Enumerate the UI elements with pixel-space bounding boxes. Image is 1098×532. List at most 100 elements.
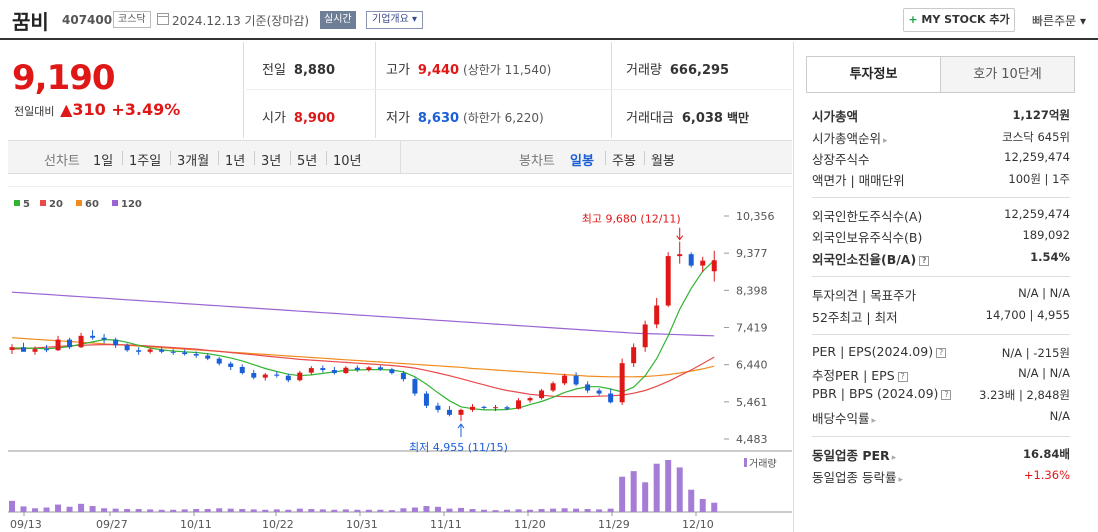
candle-body xyxy=(44,349,50,351)
volume-bar xyxy=(377,509,384,512)
info-row[interactable]: 시가총액순위 ▸ 코스닥 645위 xyxy=(812,128,1070,148)
info-divider xyxy=(812,197,1070,198)
volume-bar xyxy=(446,508,453,512)
volume-bar xyxy=(181,509,188,512)
volume-bar xyxy=(630,471,637,512)
x-tick-label: 11/20 xyxy=(514,518,546,531)
info-divider xyxy=(812,334,1070,335)
company-overview-button[interactable]: 기업개요 ▾ xyxy=(366,11,423,29)
info-divider xyxy=(812,436,1070,437)
x-tick-label: 11/29 xyxy=(598,518,630,531)
candle-body xyxy=(239,366,245,374)
period-1d[interactable]: 1일 xyxy=(93,154,114,169)
candle-daily[interactable]: 일봉 xyxy=(570,154,594,169)
candle-body xyxy=(251,373,257,378)
volume-bar xyxy=(481,509,487,512)
help-icon[interactable]: ? xyxy=(897,372,908,382)
info-key: 시가총액순위 ▸ xyxy=(812,131,888,146)
y-tick-label: 9,377 xyxy=(736,247,768,260)
info-divider xyxy=(812,276,1070,277)
candle-body xyxy=(677,254,683,257)
volume-bar xyxy=(573,508,580,512)
chart-svg: 5 20 60 120 10,356 9,377 8,398 7,419 6,440 5,461 4… xyxy=(8,185,792,531)
volume-bar xyxy=(411,507,418,512)
info-row[interactable]: 동일업종 PER ▸ 16.84배 xyxy=(812,445,1070,465)
info-value: 1.54% xyxy=(1030,250,1070,264)
caret-icon: ▸ xyxy=(883,136,888,146)
candle-body xyxy=(469,406,475,410)
change-percent: +3.49% xyxy=(111,100,181,119)
candle-body xyxy=(665,256,671,306)
trade-amount: 거래대금 6,038 백만 xyxy=(626,111,750,126)
candle-body xyxy=(377,367,383,370)
candle-body xyxy=(400,373,406,380)
period-10y[interactable]: 10년 xyxy=(333,154,362,169)
candle-body xyxy=(354,367,360,371)
info-row: 상장주식수 12,259,474 xyxy=(812,149,1070,169)
info-key: PER | EPS(2024.09)? xyxy=(812,344,947,359)
volume-bar xyxy=(665,460,672,512)
ma-legend-label: 5 xyxy=(23,199,30,210)
help-icon[interactable]: ? xyxy=(919,256,930,266)
info-row: 투자의견 | 목표주가 N/A | N/A xyxy=(812,285,1070,305)
volume-bar xyxy=(584,509,591,512)
ma-legend-swatch xyxy=(112,200,118,206)
candle-body xyxy=(55,339,61,351)
info-key: 액면가 | 매매단위 xyxy=(812,173,905,188)
x-tick-label: 10/11 xyxy=(180,518,212,531)
stock-name: 꿈비 xyxy=(12,10,49,34)
period-3y[interactable]: 3년 xyxy=(261,154,282,169)
candle-body xyxy=(516,400,522,409)
volume-bar xyxy=(515,509,522,512)
volume-bar xyxy=(538,509,545,512)
candle-body xyxy=(193,354,199,356)
candle-monthly[interactable]: 월봉 xyxy=(651,154,675,169)
ma-legend-label: 60 xyxy=(85,199,99,210)
info-value: 14,700 | 4,955 xyxy=(985,308,1070,322)
volume-bar xyxy=(550,508,557,512)
volume-bar xyxy=(285,509,292,512)
info-row[interactable]: 배당수익률 ▸ N/A xyxy=(812,408,1070,428)
tab-invest-info[interactable]: 투자정보 xyxy=(806,56,941,93)
candle-body xyxy=(481,406,487,408)
period-5y[interactable]: 5년 xyxy=(297,154,318,169)
realtime-button[interactable]: 실시간 xyxy=(320,11,356,29)
candle-body xyxy=(596,390,602,394)
period-1w[interactable]: 1주일 xyxy=(129,154,162,169)
candle-body xyxy=(458,409,464,415)
period-1y[interactable]: 1년 xyxy=(225,154,246,169)
candle-body xyxy=(9,347,15,350)
volume-bar xyxy=(388,510,395,512)
volume-bar xyxy=(262,509,269,512)
price-summary: 전일 8,880 고가 9,440 (상한가 11,540) 거래량 666,295 시… xyxy=(246,42,792,138)
volume-bar xyxy=(400,508,407,512)
candle-body xyxy=(159,349,165,352)
tab-orderbook[interactable]: 호가 10단계 xyxy=(940,56,1075,93)
price-chart[interactable]: 5 20 60 120 10,356 9,377 8,398 7,419 6,440 5,461 4… xyxy=(8,185,792,532)
volume-bar xyxy=(642,482,649,512)
y-tick-label: 6,440 xyxy=(736,359,768,372)
candle-body xyxy=(412,379,418,394)
volume-bar xyxy=(55,504,62,512)
candle-body xyxy=(297,372,303,381)
low-annotation: 최저 4,955 (11/15) xyxy=(409,441,508,454)
candle-body xyxy=(113,339,119,346)
add-mystock-button[interactable]: + MY STOCK 추가 xyxy=(903,8,1015,32)
price-change: 전일대비 ▲310 +3.49% xyxy=(14,100,180,119)
volume-bar xyxy=(596,509,603,512)
volume-bar xyxy=(711,502,718,512)
candle-body xyxy=(136,350,142,352)
help-icon[interactable]: ? xyxy=(941,390,952,400)
help-icon[interactable]: ? xyxy=(936,348,947,358)
quick-order-button[interactable]: 빠른주문 ▾ xyxy=(1032,14,1086,28)
candle-body xyxy=(182,352,188,355)
candle-weekly[interactable]: 주봉 xyxy=(612,154,636,169)
candle-body xyxy=(262,374,268,378)
volume-bar xyxy=(457,507,464,512)
info-key: 동일업종 PER ▸ xyxy=(812,448,897,463)
candle-body xyxy=(343,367,349,374)
period-3m[interactable]: 3개월 xyxy=(177,154,210,169)
candle-body xyxy=(504,407,510,409)
info-row[interactable]: 동일업종 등락률 ▸ +1.36% xyxy=(812,467,1070,487)
stock-code: 407400 xyxy=(62,13,113,27)
